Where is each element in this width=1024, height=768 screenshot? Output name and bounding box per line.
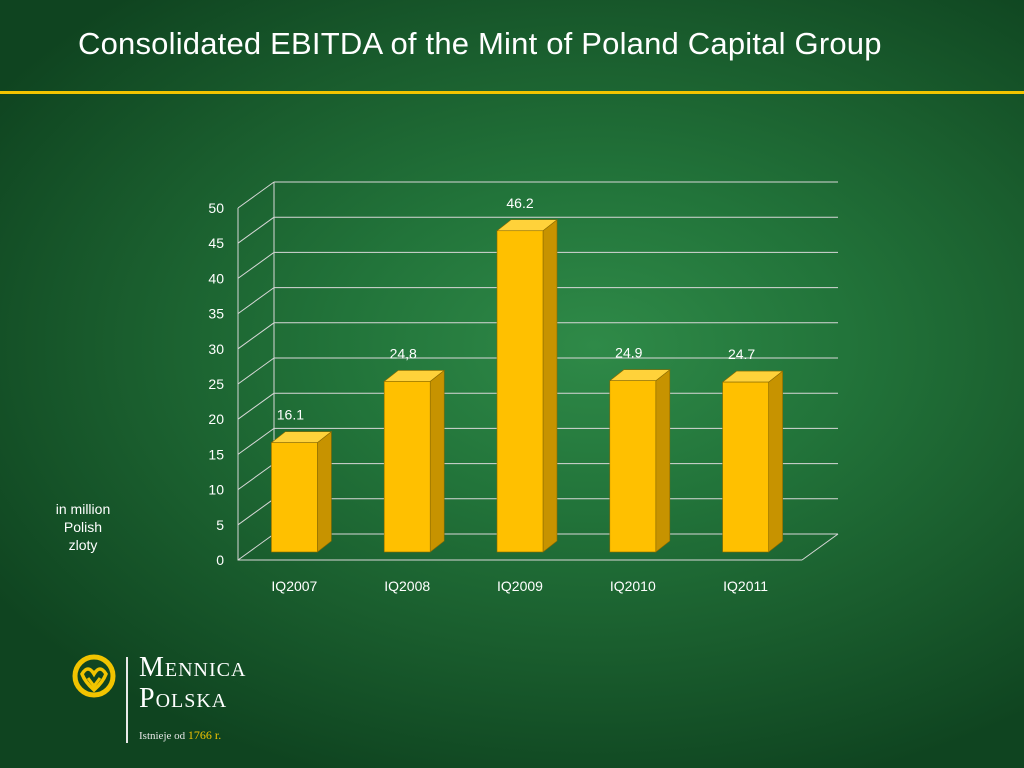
title-divider bbox=[0, 91, 1024, 94]
page-title: Consolidated EBITDA of the Mint of Polan… bbox=[78, 26, 882, 61]
data-label: 24.7 bbox=[728, 346, 755, 362]
gridline-diagonal bbox=[237, 463, 275, 491]
x-tick-label: IQ2007 bbox=[271, 578, 317, 594]
gridline-diagonal bbox=[237, 287, 275, 315]
gridline-diagonal bbox=[237, 427, 275, 455]
x-tick-label: IQ2010 bbox=[610, 578, 656, 594]
bar-side bbox=[317, 431, 332, 553]
y-tick-label: 0 bbox=[216, 552, 224, 568]
y-tick-label: 30 bbox=[208, 341, 224, 357]
gridline-diagonal bbox=[237, 322, 275, 350]
established-prefix: Istnieje od bbox=[139, 730, 186, 742]
bar bbox=[496, 230, 544, 553]
y-tick-label: 50 bbox=[208, 200, 224, 216]
bar-side bbox=[768, 370, 783, 553]
y-tick-label: 40 bbox=[208, 270, 224, 286]
bar-side bbox=[542, 219, 558, 553]
y-tick-label: 15 bbox=[208, 446, 224, 462]
bar-side bbox=[655, 369, 671, 553]
y-axis-unit-label: in million Polish zloty bbox=[55, 501, 111, 553]
floor-edge bbox=[801, 533, 839, 561]
x-tick-label: IQ2008 bbox=[384, 578, 430, 594]
established-text: Istnieje od 1766 r. bbox=[139, 728, 221, 743]
gridline-diagonal bbox=[237, 251, 275, 279]
y-tick-label: 25 bbox=[208, 376, 224, 392]
x-tick-label: IQ2011 bbox=[723, 578, 768, 594]
data-label: 16.1 bbox=[277, 407, 304, 423]
y-tick-label: 5 bbox=[216, 517, 224, 533]
gridline-diagonal bbox=[237, 357, 275, 385]
bar bbox=[271, 442, 318, 553]
x-tick-label: IQ2009 bbox=[497, 578, 543, 594]
brand-divider bbox=[126, 657, 128, 743]
bar-side bbox=[429, 369, 445, 553]
bar bbox=[609, 380, 657, 553]
y-tick-label: 45 bbox=[208, 235, 224, 251]
y-tick-label: 35 bbox=[208, 306, 224, 322]
bar bbox=[383, 381, 431, 553]
data-label: 24,8 bbox=[390, 345, 417, 361]
gridline-diagonal bbox=[237, 181, 275, 209]
y-tick-label: 10 bbox=[208, 482, 224, 498]
title-bar: Consolidated EBITDA of the Mint of Polan… bbox=[0, 0, 1024, 92]
y-tick-label: 20 bbox=[208, 411, 224, 427]
gridline-diagonal bbox=[237, 498, 275, 526]
data-label: 24.9 bbox=[615, 345, 642, 361]
gridline-diagonal bbox=[237, 533, 275, 561]
gridline-diagonal bbox=[237, 216, 275, 244]
data-label: 46.2 bbox=[506, 195, 533, 211]
brand-name-line1: Mennica bbox=[139, 652, 247, 683]
bar bbox=[722, 381, 769, 553]
brand-name-line2: Polska bbox=[139, 683, 228, 714]
mennica-logo-icon bbox=[72, 654, 116, 698]
gridline-diagonal bbox=[237, 392, 275, 420]
established-year: 1766 r. bbox=[187, 728, 222, 742]
